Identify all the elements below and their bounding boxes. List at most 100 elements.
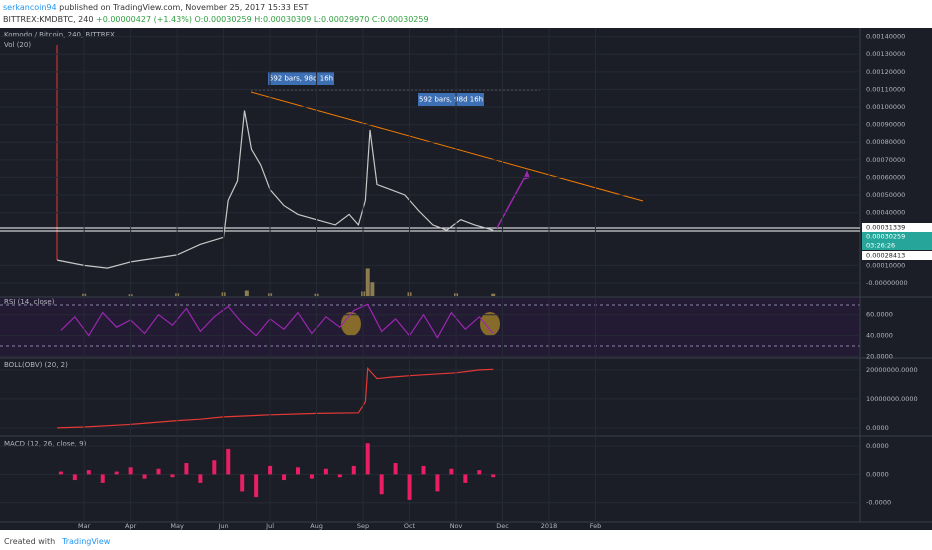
- y-tick-label: 0.0000: [866, 470, 889, 478]
- x-tick-label: 2018: [541, 522, 558, 530]
- bar: [491, 293, 496, 296]
- x-tick-label: May: [170, 522, 184, 530]
- arrow: [496, 172, 528, 229]
- bar: [114, 471, 119, 475]
- x-tick-label: Dec: [496, 522, 509, 530]
- highlight: [480, 312, 500, 336]
- created-with: Created with: [4, 537, 56, 546]
- annotation-box: [268, 72, 334, 85]
- low: L:0.00029970: [313, 15, 370, 24]
- y-tick-label: 0.00040000: [866, 209, 905, 217]
- x-tick-label: Feb: [590, 522, 602, 530]
- bar: [282, 474, 287, 481]
- x-tick-label: Sep: [357, 522, 369, 530]
- pane-title: Komodo / Bitcoin, 240, BITTREX: [4, 31, 115, 39]
- bar: [198, 474, 203, 483]
- open: O:0.00030259: [194, 15, 252, 24]
- x-tick-label: Nov: [450, 522, 463, 530]
- y-tick-label: 0.00090000: [866, 121, 905, 129]
- bar: [184, 463, 189, 475]
- y-tick-label: 0.00100000: [866, 103, 905, 111]
- bar: [170, 474, 175, 478]
- price-label-bg: [862, 251, 932, 260]
- x-tick-label: Jul: [265, 522, 274, 530]
- price-label: 0.00030259: [866, 233, 905, 241]
- bar: [142, 474, 147, 479]
- symbol: BITTREX:KMDBTC, 240: [3, 15, 94, 24]
- price-label-bg: [862, 232, 932, 241]
- x-tick-label: Apr: [125, 522, 137, 530]
- y-tick-label: 0.00120000: [866, 68, 905, 76]
- bar: [244, 290, 249, 296]
- y-tick-label: 0.00050000: [866, 191, 905, 199]
- price-label: 03:26:26: [866, 242, 895, 250]
- ohlc-line: BITTREX:KMDBTC, 240 +0.00000427 (+1.43%)…: [3, 15, 429, 24]
- y-tick-label: -0.00000000: [866, 279, 908, 287]
- y-tick-label: 10000000.0000: [866, 395, 918, 403]
- y-tick-label: 0.00060000: [866, 173, 905, 181]
- close: C:0.00030259: [371, 15, 429, 24]
- pane-title: RSI (14, close): [4, 298, 55, 306]
- bar: [365, 268, 370, 296]
- price-label: 0.00031339: [866, 224, 905, 232]
- bar: [351, 465, 356, 475]
- bar: [86, 470, 91, 475]
- bar: [491, 474, 496, 478]
- bar: [337, 474, 342, 478]
- high: H:0.00030309: [254, 15, 312, 24]
- bar: [212, 460, 217, 475]
- bar: [128, 467, 133, 475]
- pane-title: BOLL(OBV) (20, 2): [4, 361, 68, 369]
- brand: TradingView: [62, 537, 111, 546]
- annotation: 592 bars, 98d 16h: [269, 75, 333, 83]
- y-tick-label: 20000000.0000: [866, 366, 918, 374]
- pane-title: Vol (20): [4, 41, 31, 49]
- y-tick-label: 20.0000: [866, 352, 893, 360]
- change: +0.00000427 (+1.43%): [95, 15, 192, 24]
- bar: [421, 465, 426, 475]
- y-tick-label: 0.00140000: [866, 33, 905, 41]
- highlight: [341, 312, 361, 336]
- bar: [100, 474, 105, 483]
- y-tick-label: 0.0000: [866, 442, 889, 450]
- bar: [449, 468, 454, 475]
- series-line: [60, 303, 494, 339]
- chart: 592 bars, 98d 16h 592 bars, 98d 16h Komo…: [0, 28, 932, 530]
- y-tick-label: -0.0000: [866, 499, 891, 507]
- x-tick-label: Jun: [218, 522, 229, 530]
- published: published on TradingView.com, November 2…: [59, 3, 309, 12]
- publish-line: serkancoin94 published on TradingView.co…: [3, 3, 308, 12]
- bar: [240, 474, 245, 492]
- annotation: 592 bars, 98d 16h: [419, 96, 483, 104]
- bar: [309, 474, 314, 479]
- bar: [323, 468, 328, 475]
- bar: [365, 443, 370, 475]
- bar: [379, 474, 384, 495]
- x-tick-label: Aug: [310, 522, 323, 530]
- y-tick-label: 60.0000: [866, 311, 893, 319]
- bar: [295, 467, 300, 475]
- bar: [370, 282, 375, 296]
- price-label: 0.00028413: [866, 252, 905, 260]
- series-line: [57, 366, 494, 429]
- author-link[interactable]: serkancoin94: [3, 3, 57, 12]
- price-label-bg: [862, 241, 932, 250]
- x-tick-label: Mar: [78, 522, 91, 530]
- bar: [407, 474, 412, 500]
- bar: [435, 474, 440, 492]
- y-tick-label: 0.00010000: [866, 261, 905, 269]
- bar: [226, 448, 231, 475]
- price-label-bg: [862, 223, 932, 232]
- y-tick-label: 40.0000: [866, 332, 893, 340]
- bar: [268, 465, 273, 475]
- x-tick-label: Oct: [404, 522, 416, 530]
- rsi-bg: [0, 298, 860, 357]
- bar: [58, 471, 63, 475]
- bar: [393, 463, 398, 475]
- header: serkancoin94 published on TradingView.co…: [0, 0, 932, 28]
- y-tick-label: 0.00080000: [866, 138, 905, 146]
- y-tick-label: 0.0000: [866, 424, 889, 432]
- bar: [477, 470, 482, 475]
- pane-separators: [0, 28, 932, 523]
